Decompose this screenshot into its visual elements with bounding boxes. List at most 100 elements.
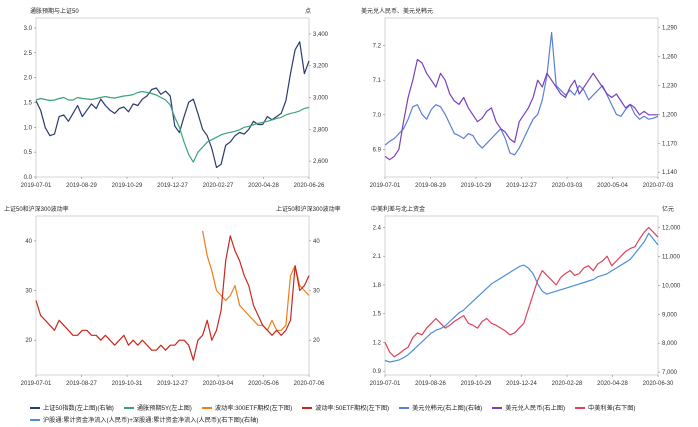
left-tick-label: 7.0 <box>373 113 382 119</box>
left-tick-label: 1.2 <box>373 340 382 346</box>
left-tick-label: 2.1 <box>373 254 382 260</box>
chart-title: 通胀预期与上证50 <box>30 9 79 15</box>
right-tick-label: 1,290 <box>662 26 678 32</box>
legend-swatch <box>201 406 212 409</box>
chart-panel-inflation-sse50: 通胀预期与上证50 点 0.0 0.5 1.0 1.5 2.0 2.5 3.0 2,600 2,… <box>0 0 349 195</box>
right-tick-label: 2,600 <box>313 159 329 165</box>
chart-title: 上证50和沪深300波动率 <box>4 207 69 213</box>
x-tick-label: 2020-02-28 <box>552 381 583 387</box>
x-tick-label: 2020-07-06 <box>294 381 325 387</box>
legend-label: 美元兑韩元(右上图)(右轴) <box>412 405 483 412</box>
right-axis-unit: 亿元 <box>662 207 675 213</box>
legend-swatch <box>302 406 313 409</box>
right-tick-label: 11,000 <box>662 254 681 260</box>
x-tick-label: 2019-08-29 <box>415 183 446 189</box>
right-tick-label: 1,140 <box>662 170 678 176</box>
chart-panel-volatility: 上证50和沪深300波动率 上证50和沪深300波动率 20 30 40 20 30 40… <box>0 198 349 393</box>
x-tick-label: 2019-07-01 <box>21 183 52 189</box>
left-tick-label: 2.0 <box>24 76 33 82</box>
left-tick-label: 20 <box>25 338 32 344</box>
chart-plot: 0.9 1.2 1.5 1.8 2.1 2.4 7,000 8,000 9,000 10,000 1… <box>370 215 681 387</box>
legend-label: 美元兑人民币(右上图) <box>505 405 566 412</box>
chart-title: 中美利差与北上资金 <box>371 207 426 213</box>
x-tick-label: 2019-10-29 <box>461 381 492 387</box>
right-tick-label: 40 <box>313 239 320 245</box>
right-tick-label: 10,000 <box>662 283 681 289</box>
left-tick-label: 0.9 <box>373 369 382 375</box>
right-axis-unit: 点 <box>305 9 312 15</box>
x-tick-label: 2020-04-28 <box>248 183 279 189</box>
x-tick-label: 2020-07-03 <box>643 183 674 189</box>
right-tick-label: 3,200 <box>313 64 329 70</box>
x-tick-label: 2019-12-24 <box>506 381 537 387</box>
right-tick-label: 7,000 <box>662 370 678 376</box>
x-tick-label: 2020-05-06 <box>248 381 279 387</box>
series-line <box>384 226 659 358</box>
right-tick-label: 1,230 <box>662 83 678 89</box>
legend-item: 中美利差(右下图) <box>575 403 635 412</box>
right-tick-label: 20 <box>313 338 320 344</box>
legend-label: 波动率:50ETF期权(左下图) <box>315 405 390 412</box>
legend-swatch <box>575 406 586 409</box>
legend-item: 美元兑韩元(右上图)(右轴) <box>399 403 482 412</box>
chart-panel-spread-northbound: 中美利差与北上资金 亿元 0.9 1.2 1.5 1.8 2.1 2.4 7,000 8,00… <box>349 198 698 393</box>
right-tick-label: 30 <box>313 289 320 295</box>
x-tick-label: 2019-08-29 <box>66 183 97 189</box>
x-tick-label: 2019-12-27 <box>506 183 537 189</box>
left-tick-label: 7.2 <box>373 44 382 50</box>
chart-panel-usd-cny-krw: 美元兑人民币、美元兑韩元 6.9 7.0 7.1 7.2 1,140 1,170 1,200… <box>349 0 698 195</box>
legend-item: 通胀预期5Y(左上图) <box>123 403 192 412</box>
legend-swatch <box>30 418 40 421</box>
left-tick-label: 2.5 <box>24 51 33 57</box>
x-tick-label: 2019-07-01 <box>21 381 52 387</box>
x-tick-label: 2019-08-27 <box>66 381 97 387</box>
left-tick-label: 6.9 <box>373 147 382 153</box>
x-tick-label: 2019-07-01 <box>370 183 401 189</box>
series-line <box>35 41 310 169</box>
left-tick-label: 30 <box>25 289 32 295</box>
legend-label: 沪股通:累计资金净流入(人民币)+深股通:累计资金净流入(人民币)(右下图)(右… <box>43 417 259 424</box>
x-tick-label: 2019-12-27 <box>157 381 188 387</box>
legend-swatch <box>30 406 40 409</box>
right-tick-label: 3,000 <box>313 96 329 102</box>
series-line <box>35 235 310 361</box>
left-tick-label: 1.0 <box>24 125 33 131</box>
left-tick-label: 3.0 <box>24 26 33 32</box>
legend-item: 美元兑人民币(右上图) <box>492 403 565 412</box>
series-line <box>384 58 658 161</box>
right-tick-label: 12,000 <box>662 226 681 232</box>
left-tick-label: 1.5 <box>373 312 382 318</box>
legend-label: 中美利差(右下图) <box>588 405 636 412</box>
right-tick-label: 9,000 <box>662 312 678 318</box>
legend-item: 沪股通:累计资金净流入(人民币)+深股通:累计资金净流入(人民币)(右下图)(右… <box>30 415 258 424</box>
chart-plot: 6.9 7.0 7.1 7.2 1,140 1,170 1,200 1,230 1,260 1,2… <box>370 17 678 189</box>
chart-title: 美元兑人民币、美元兑韩元 <box>361 9 434 15</box>
chart-plot: 20 30 40 20 30 40 2019-07-01 2019-08-27 2019-10-… <box>21 215 325 387</box>
chart-plot: 0.0 0.5 1.0 1.5 2.0 2.5 3.0 2,600 2,800 3,000 3,20… <box>21 17 329 189</box>
left-tick-label: 0.0 <box>24 175 33 181</box>
x-tick-label: 2020-04-28 <box>597 381 628 387</box>
plot-frame <box>35 215 310 376</box>
left-tick-label: 0.5 <box>24 150 33 156</box>
left-tick-label: 2.4 <box>373 225 382 231</box>
legend-label: 上证50指数(左上图)(右轴) <box>43 405 114 412</box>
legend-item: 波动率:50ETF期权(左下图) <box>302 403 389 412</box>
right-tick-label: 3,400 <box>313 32 329 38</box>
left-tick-label: 1.8 <box>373 283 382 289</box>
legend-swatch <box>492 406 503 409</box>
right-tick-label: 1,260 <box>662 55 678 61</box>
right-tick-label: 8,000 <box>662 341 678 347</box>
right-tick-label: 2,800 <box>313 127 329 133</box>
legend-item: 波动率:300ETF期权(左下图) <box>201 403 293 412</box>
x-tick-label: 2020-05-04 <box>597 183 628 189</box>
x-tick-label: 2020-06-30 <box>643 381 674 387</box>
series-line <box>202 230 310 331</box>
legend-label: 波动率:300ETF期权(左下图) <box>214 405 293 412</box>
series-line <box>35 90 310 163</box>
x-tick-label: 2019-12-27 <box>157 183 188 189</box>
x-tick-label: 2019-08-26 <box>415 381 446 387</box>
x-tick-label: 2019-07-01 <box>370 381 401 387</box>
legend-swatch <box>399 406 410 409</box>
x-tick-label: 2020-06-26 <box>294 183 325 189</box>
right-axis-title: 上证50和沪深300波动率 <box>276 207 341 213</box>
